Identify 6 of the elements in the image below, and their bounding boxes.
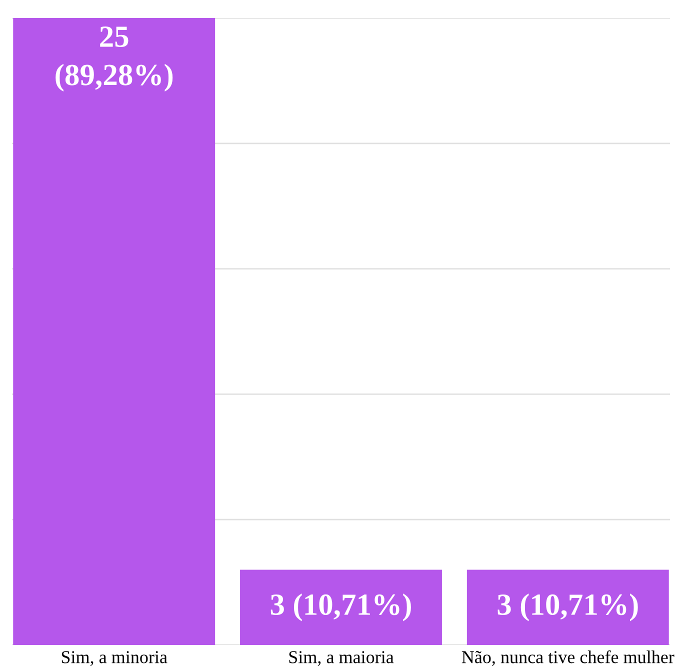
x-tick-label: Sim, a minoria xyxy=(62,651,168,666)
x-tick-label: Não, nunca tive chefe mulher xyxy=(462,650,674,666)
data-label: 3 (10,71%) xyxy=(270,594,411,622)
data-label: 25 (89,28%) xyxy=(56,26,173,92)
x-tick-label: Sim, a maioria xyxy=(289,651,394,666)
data-label: 3 (10,71%) xyxy=(498,594,638,622)
